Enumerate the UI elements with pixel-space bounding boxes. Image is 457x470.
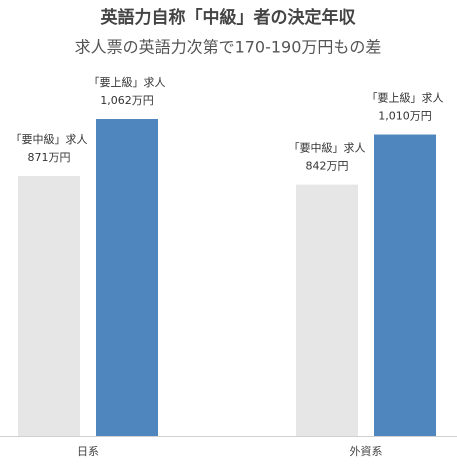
value-label: 842万円: [306, 160, 349, 173]
bar: [18, 176, 80, 436]
value-label: 1,010万円: [378, 110, 432, 123]
value-label: 1,062万円: [100, 94, 154, 107]
series-label: 「要上級」求人: [89, 76, 166, 89]
series-label: 「要中級」求人: [11, 133, 88, 146]
x-tick-label: 外資系: [350, 445, 383, 458]
value-label: 871万円: [28, 151, 71, 164]
series-label: 「要上級」求人: [367, 92, 444, 105]
x-tick-label: 日系: [77, 445, 99, 458]
series-label: 「要中級」求人: [289, 142, 366, 155]
bar: [374, 134, 436, 436]
bar: [296, 184, 358, 436]
chart-subtitle: 求人票の英語力次第で170-190万円もの差: [75, 38, 382, 57]
chart-title: 英語力自称「中級」者の決定年収: [101, 7, 357, 28]
bar: [96, 119, 158, 436]
